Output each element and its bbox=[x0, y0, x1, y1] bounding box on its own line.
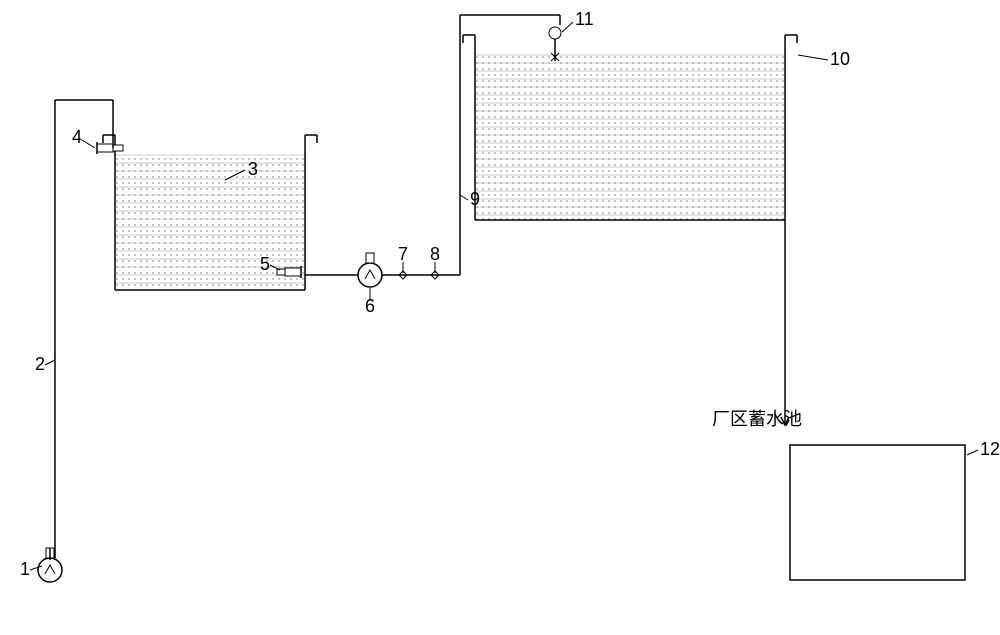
control-box-12 bbox=[790, 445, 965, 580]
label-l4-text: 4 bbox=[72, 127, 82, 147]
label-l2: 2 bbox=[35, 354, 55, 374]
label-l11-text: 11 bbox=[575, 9, 594, 29]
label-l6-text: 6 bbox=[365, 296, 375, 316]
label-l1-text: 1 bbox=[20, 559, 30, 579]
label-factory-pool: 厂区蓄水池 bbox=[712, 409, 802, 429]
diagram-canvas: 123456789101112厂区蓄水池 bbox=[0, 0, 1000, 635]
valve-5 bbox=[277, 268, 301, 276]
label-l7-text: 7 bbox=[398, 244, 408, 264]
label-l3-text: 3 bbox=[248, 159, 258, 179]
label-l10-text: 10 bbox=[830, 49, 850, 69]
label-l7: 7 bbox=[398, 244, 408, 273]
label-l8: 8 bbox=[430, 244, 440, 273]
label-l5-text: 5 bbox=[260, 254, 270, 274]
label-l12: 12 bbox=[967, 439, 1000, 459]
label-l12-text: 12 bbox=[980, 439, 1000, 459]
label-l11: 11 bbox=[562, 9, 594, 32]
valve-4 bbox=[97, 144, 123, 152]
label-l8-text: 8 bbox=[430, 244, 440, 264]
label-l9: 9 bbox=[460, 189, 480, 209]
pump-6 bbox=[358, 253, 382, 287]
label-l6: 6 bbox=[365, 288, 375, 316]
label-l2-text: 2 bbox=[35, 354, 45, 374]
label-l4: 4 bbox=[72, 127, 95, 148]
label-l10: 10 bbox=[798, 49, 850, 69]
label-l9-text: 9 bbox=[470, 189, 480, 209]
tank-10 bbox=[475, 55, 785, 220]
